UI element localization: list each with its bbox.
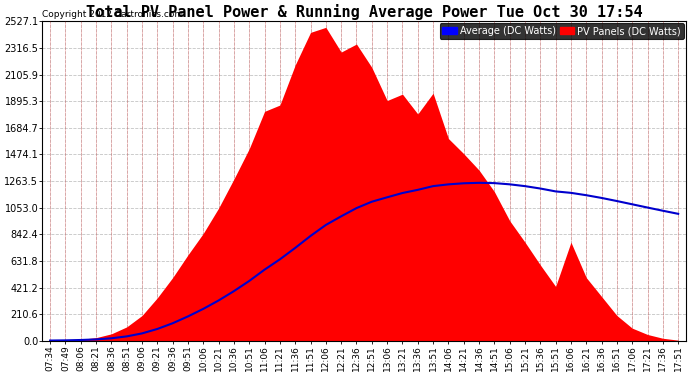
Legend: Average (DC Watts), PV Panels (DC Watts): Average (DC Watts), PV Panels (DC Watts) <box>440 23 684 39</box>
Title: Total PV Panel Power & Running Average Power Tue Oct 30 17:54: Total PV Panel Power & Running Average P… <box>86 4 642 20</box>
Text: Copyright 2012 Cartronics.com: Copyright 2012 Cartronics.com <box>43 10 184 19</box>
